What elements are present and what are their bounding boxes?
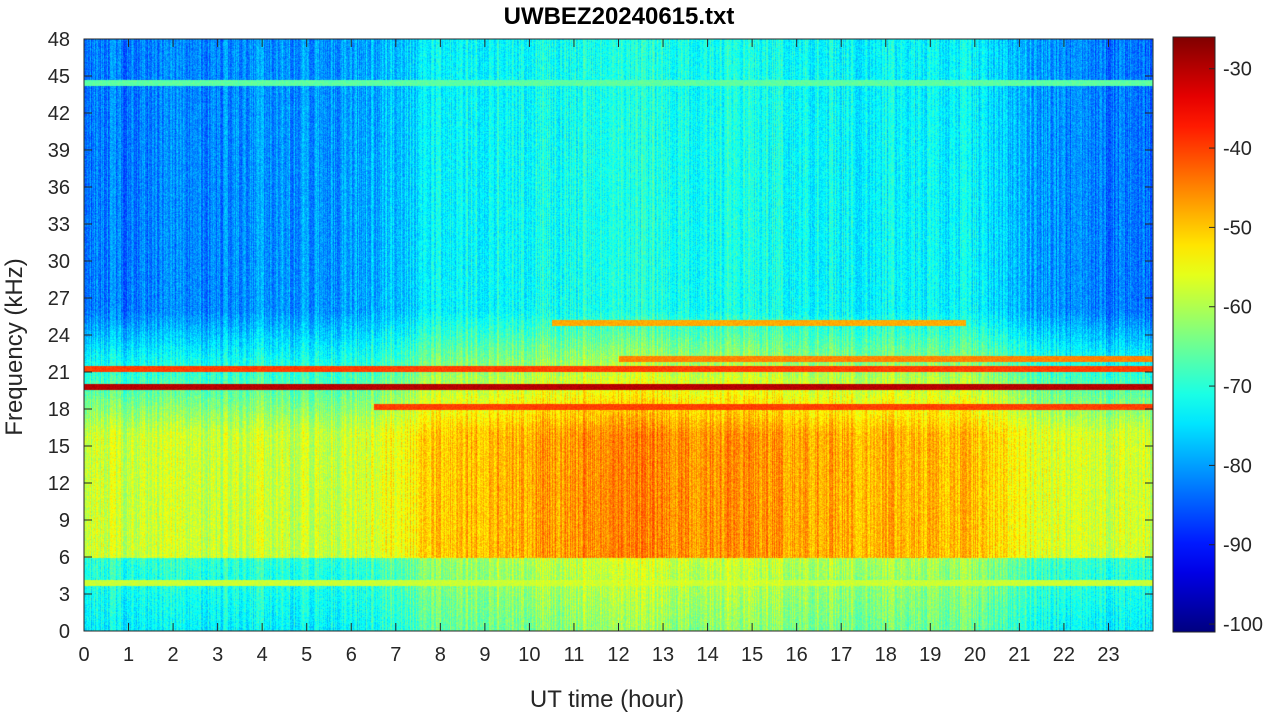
x-tick-label: 13 [652, 644, 674, 666]
spectrogram-image [84, 39, 1153, 631]
x-tick-label: 9 [479, 644, 490, 666]
x-tick-label: 18 [875, 644, 897, 666]
y-tick-label: 21 [48, 362, 70, 384]
y-tick-label: 42 [48, 103, 70, 125]
colorbar-tick-label: -80 [1223, 455, 1252, 477]
y-tick-label: 39 [48, 140, 70, 162]
x-tick-label: 19 [919, 644, 941, 666]
x-tick-label: 12 [607, 644, 629, 666]
y-tick-label: 33 [48, 214, 70, 236]
colorbar-tick-label: -60 [1223, 297, 1252, 319]
x-tick-label: 8 [435, 644, 446, 666]
colorbar-tick-label: -90 [1223, 535, 1252, 557]
y-tick-label: 12 [48, 473, 70, 495]
y-tick-label: 0 [59, 621, 70, 643]
x-tick-label: 1 [123, 644, 134, 666]
x-tick-label: 15 [741, 644, 763, 666]
x-tick-label: 4 [257, 644, 268, 666]
y-tick-label: 45 [48, 66, 70, 88]
x-tick-label: 20 [964, 644, 986, 666]
colorbar-tick-label: -100 [1223, 614, 1263, 636]
colorbar [1172, 36, 1216, 633]
x-tick-label: 10 [518, 644, 540, 666]
colorbar-tick-label: -30 [1223, 59, 1252, 81]
y-tick-label: 36 [48, 177, 70, 199]
y-tick-label: 6 [59, 547, 70, 569]
y-tick-label: 24 [48, 325, 70, 347]
x-axis-label: UT time (hour) [530, 686, 684, 713]
y-tick-label: 15 [48, 436, 70, 458]
x-axis-ticks: 0 1 2 3 4 5 6 7 8 9 10 11 12 13 14 15 16 17 18 19 20 21 22 23 [78, 39, 1120, 666]
y-tick-label: 3 [59, 584, 70, 606]
x-tick-label: 14 [696, 644, 718, 666]
x-tick-label: 2 [168, 644, 179, 666]
x-tick-label: 23 [1097, 644, 1119, 666]
colorbar-tick-label: -40 [1223, 138, 1252, 160]
x-tick-label: 6 [346, 644, 357, 666]
colorbar-tick-label: -70 [1223, 376, 1252, 398]
x-tick-label: 3 [212, 644, 223, 666]
colorbar-ticks: -100 -90 -80 -70 -60 -50 -40 -30 [1209, 59, 1263, 636]
chart-title: UWBEZ20240615.txt [504, 3, 735, 30]
y-tick-label: 48 [48, 29, 70, 51]
x-tick-label: 7 [390, 644, 401, 666]
y-axis-label: Frequency (kHz) [1, 258, 28, 435]
y-tick-label: 18 [48, 399, 70, 421]
colorbar-tick-label: -50 [1223, 217, 1252, 239]
x-tick-label: 5 [301, 644, 312, 666]
y-tick-label: 9 [59, 510, 70, 532]
x-tick-label: 17 [830, 644, 852, 666]
x-tick-label: 16 [786, 644, 808, 666]
y-tick-label: 27 [48, 288, 70, 310]
x-tick-label: 0 [78, 644, 89, 666]
x-tick-label: 21 [1008, 644, 1030, 666]
y-tick-label: 30 [48, 251, 70, 273]
x-tick-label: 22 [1053, 644, 1075, 666]
x-tick-label: 11 [564, 644, 585, 666]
